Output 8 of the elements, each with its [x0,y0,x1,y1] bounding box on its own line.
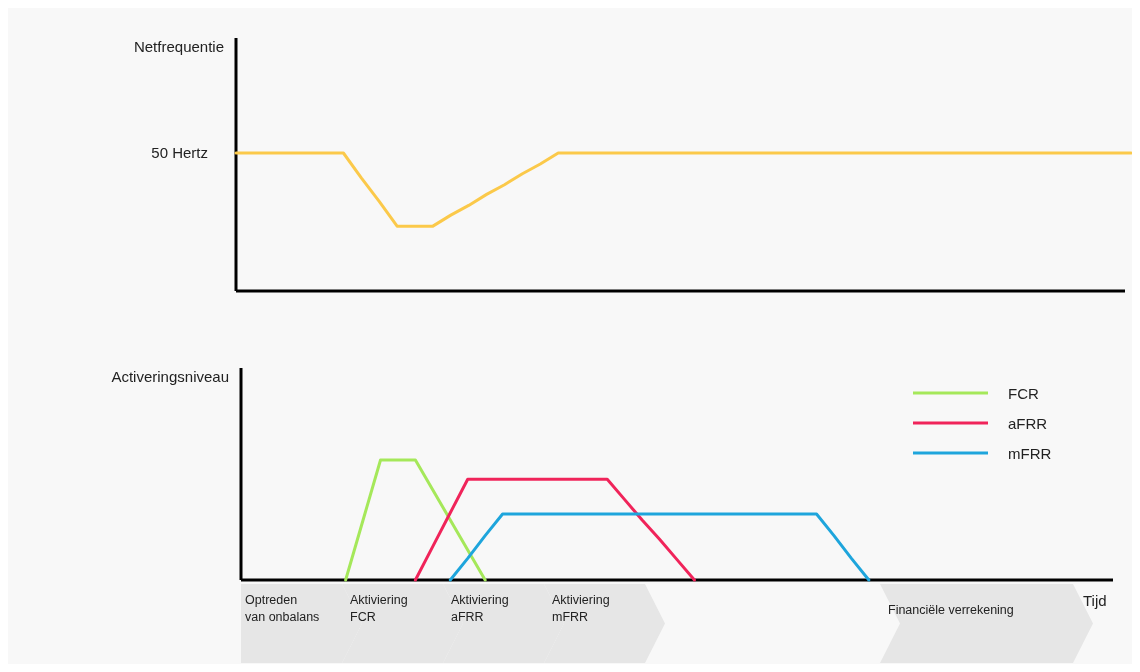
text: 50 Hertz [151,144,208,161]
legend-label: FCR [1008,385,1039,402]
y-axis-title: Activeringsniveau [111,368,229,385]
y-axis-title: Netfrequentie [133,38,224,55]
phase-chevron: Aktiviering mFRR [544,584,665,663]
legend-label: mFRR [1008,445,1052,462]
x-axis-title: Tijd [1083,592,1107,609]
legend-label: aFRR [1008,415,1048,432]
